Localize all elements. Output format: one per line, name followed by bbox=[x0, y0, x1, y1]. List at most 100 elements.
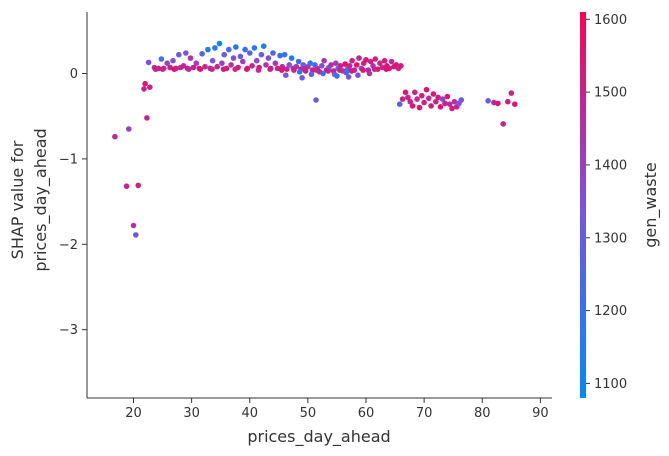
scatter-point bbox=[308, 71, 315, 78]
scatter-point bbox=[260, 43, 267, 49]
x-tick-label: 90 bbox=[532, 406, 549, 421]
scatter-point bbox=[343, 69, 350, 76]
scatter-point bbox=[176, 51, 182, 58]
scatter-point bbox=[190, 64, 197, 71]
scatter-point bbox=[307, 60, 314, 66]
scatter-point bbox=[371, 66, 378, 72]
scatter-point bbox=[237, 53, 244, 60]
scatter-point bbox=[302, 66, 308, 72]
scatter-point bbox=[296, 69, 303, 75]
scatter-point bbox=[278, 67, 285, 73]
scatter-point bbox=[449, 105, 455, 112]
scatter-point bbox=[388, 58, 395, 65]
scatter-point bbox=[232, 66, 238, 72]
scatter-point bbox=[123, 183, 130, 189]
scatter-point bbox=[226, 46, 232, 53]
x-tick-label: 70 bbox=[416, 406, 433, 421]
scatter-point bbox=[333, 60, 339, 66]
y-axis-label-line-1-text: SHAP value for bbox=[8, 140, 27, 259]
scatter-point bbox=[372, 56, 379, 62]
scatter-point bbox=[446, 101, 453, 107]
scatter-point bbox=[383, 66, 390, 72]
scatter-point bbox=[346, 63, 353, 69]
scatter-points bbox=[112, 40, 518, 238]
scatter-point bbox=[286, 62, 293, 68]
scatter-point bbox=[363, 57, 369, 63]
colorbar-tick-label: 1100 bbox=[594, 377, 627, 392]
scatter-point bbox=[205, 46, 211, 53]
scatter-point bbox=[402, 89, 409, 96]
scatter-point bbox=[300, 62, 307, 68]
scatter-point bbox=[337, 63, 344, 69]
scatter-point bbox=[233, 44, 239, 50]
scatter-point bbox=[288, 55, 295, 61]
x-tick-label: 20 bbox=[125, 406, 142, 421]
scatter-point bbox=[242, 46, 248, 53]
scatter-point bbox=[220, 66, 227, 72]
y-tick-label: −1 bbox=[59, 152, 78, 167]
y-axis-ticks: 0 −1 −2 −3 bbox=[59, 67, 87, 338]
scatter-point bbox=[505, 98, 511, 105]
scatter-point bbox=[171, 66, 177, 72]
scatter-point bbox=[258, 51, 265, 58]
scatter-point bbox=[348, 68, 355, 74]
colorbar-tick-label: 1600 bbox=[594, 13, 627, 28]
scatter-point bbox=[209, 66, 215, 72]
scatter-point bbox=[439, 96, 446, 102]
colorbar-tick-label: 1200 bbox=[594, 304, 627, 319]
scatter-point bbox=[367, 58, 374, 65]
x-axis-ticks: 20 30 40 50 60 70 80 90 bbox=[125, 398, 549, 421]
x-tick-label: 30 bbox=[183, 406, 200, 421]
scatter-point bbox=[299, 75, 305, 81]
scatter-point bbox=[337, 67, 343, 73]
scatter-point bbox=[219, 60, 225, 66]
y-tick-label: 0 bbox=[70, 67, 78, 82]
scatter-point bbox=[202, 63, 208, 70]
scatter-point bbox=[247, 50, 253, 56]
scatter-point bbox=[180, 63, 187, 69]
scatter-point bbox=[345, 74, 352, 80]
scatter-point bbox=[500, 121, 507, 127]
x-tick-label: 50 bbox=[300, 406, 317, 421]
scatter-point bbox=[251, 45, 258, 51]
x-tick-label: 60 bbox=[358, 406, 375, 421]
y-tick-label: −3 bbox=[59, 323, 78, 338]
scatter-point bbox=[270, 50, 276, 56]
scatter-point bbox=[197, 66, 204, 72]
scatter-point bbox=[412, 89, 418, 96]
scatter-point bbox=[353, 62, 360, 68]
scatter-point bbox=[133, 232, 139, 238]
scatter-point bbox=[495, 100, 501, 107]
scatter-point bbox=[328, 62, 334, 68]
scatter-point bbox=[319, 63, 325, 69]
scatter-point bbox=[377, 60, 383, 66]
scatter-point bbox=[164, 60, 170, 66]
colorbar-ticks: 1100 1200 1300 1400 1500 1600 bbox=[586, 13, 627, 392]
scatter-point bbox=[230, 55, 237, 61]
scatter-point bbox=[355, 72, 361, 78]
scatter-point bbox=[416, 104, 423, 111]
scatter-point bbox=[381, 57, 388, 64]
scatter-point bbox=[240, 58, 246, 65]
scatter-point bbox=[437, 104, 444, 110]
scatter-point bbox=[135, 182, 141, 189]
scatter-point bbox=[158, 56, 165, 62]
scatter-point bbox=[398, 63, 404, 69]
scatter-point bbox=[130, 222, 137, 229]
colorbar-tick-label: 1300 bbox=[594, 231, 627, 246]
scatter-point bbox=[212, 45, 218, 51]
scatter-point bbox=[444, 93, 451, 100]
scatter-point bbox=[145, 59, 152, 66]
scatter-point bbox=[170, 57, 176, 64]
scatter-point bbox=[290, 65, 297, 72]
scatter-point bbox=[249, 63, 255, 69]
scatter-point bbox=[185, 66, 192, 72]
scatter-point bbox=[253, 57, 260, 64]
scatter-point bbox=[320, 70, 326, 77]
scatter-point bbox=[263, 62, 269, 68]
scatter-point bbox=[321, 57, 327, 64]
scatter-point bbox=[193, 60, 200, 66]
x-tick-label: 40 bbox=[241, 406, 258, 421]
scatter-point bbox=[325, 68, 332, 74]
